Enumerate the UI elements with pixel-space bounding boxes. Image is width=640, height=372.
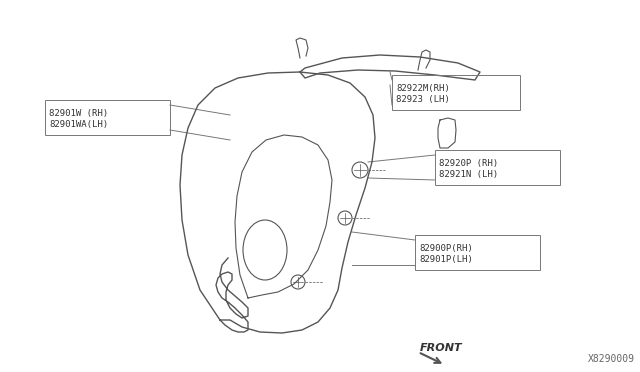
Bar [392, 75, 520, 110]
Bar [415, 235, 540, 270]
Bar [45, 100, 170, 135]
Text: FRONT: FRONT [420, 343, 463, 353]
Text: 82901P(LH): 82901P(LH) [419, 255, 473, 264]
Text: 82923 (LH): 82923 (LH) [396, 95, 450, 104]
Bar [435, 150, 560, 185]
Text: 82900P(RH): 82900P(RH) [419, 244, 473, 253]
Text: 82901WA(LH): 82901WA(LH) [49, 120, 108, 129]
Text: X8290009: X8290009 [588, 354, 635, 364]
Text: 82901W (RH): 82901W (RH) [49, 109, 108, 118]
Text: 82921N (LH): 82921N (LH) [439, 170, 498, 179]
Text: 82922M(RH): 82922M(RH) [396, 84, 450, 93]
Text: 82920P (RH): 82920P (RH) [439, 159, 498, 168]
